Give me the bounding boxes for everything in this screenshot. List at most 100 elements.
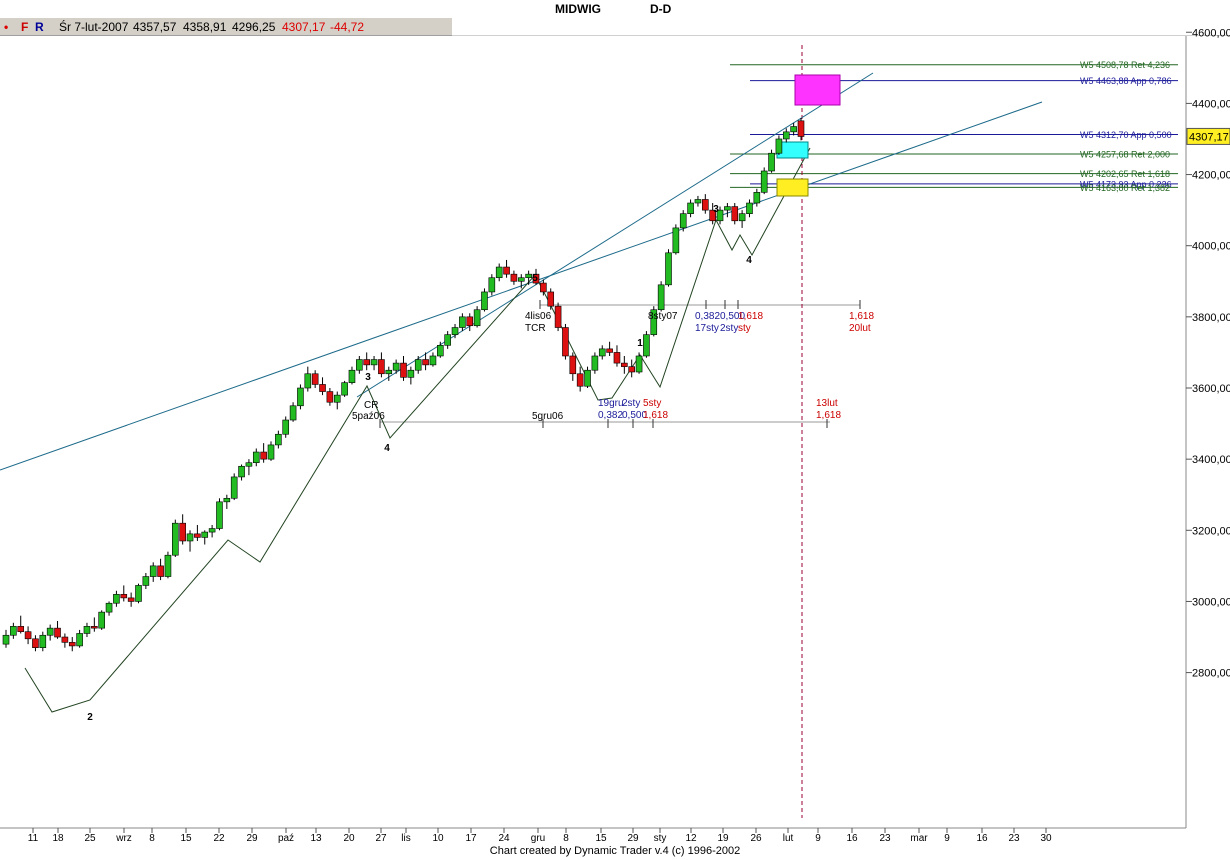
footer-credit: Chart created by Dynamic Trader v.4 (c) … [0, 845, 1230, 860]
x-tick-label: mar [910, 833, 928, 844]
candle-body [282, 419, 290, 435]
candle-body [598, 348, 606, 357]
candle-body [569, 355, 577, 375]
wave-zigzag [24, 147, 811, 713]
x-tick-label: 29 [246, 833, 258, 844]
wave-label: 1 [637, 338, 643, 349]
candle-body [385, 369, 393, 375]
quote-bar: • F R Śr 7-lut-2007 4357,57 4358,91 4296… [0, 18, 452, 36]
candle-body [562, 327, 569, 357]
x-tick-label: 23 [1008, 833, 1020, 844]
candle-body [260, 451, 267, 460]
wave-label: 2 [87, 712, 93, 723]
x-tick-label: lis [401, 833, 410, 844]
last-price-badge [1186, 127, 1230, 145]
candle-body [208, 528, 216, 533]
candle-body [613, 352, 621, 364]
candle-body [370, 359, 378, 366]
candle-body [775, 138, 783, 154]
candle-body [378, 359, 385, 375]
candle-body [525, 273, 532, 279]
x-tick-label: 8 [149, 833, 155, 844]
time-annotation-label: 2sty [622, 398, 640, 409]
candle-body [694, 199, 702, 204]
candle-body [24, 631, 32, 640]
x-tick-label: 19 [717, 833, 729, 844]
y-tick-label: 4000,00 [1192, 241, 1230, 253]
time-annotation-label: 0,382 [695, 311, 720, 322]
x-tick-label: 10 [432, 833, 444, 844]
time-annotation-label: TCR [525, 323, 546, 334]
candle-body [459, 316, 466, 328]
r-button[interactable]: R [35, 20, 44, 34]
quote-change: -44,72 [330, 20, 365, 34]
candle-body [142, 576, 150, 586]
candle-body [753, 192, 761, 204]
candle-body [238, 465, 245, 478]
candle-body [760, 170, 768, 193]
x-tick-label: 24 [498, 833, 510, 844]
candle-body [621, 362, 628, 367]
candle-body [414, 359, 422, 371]
record-dot-icon[interactable]: • [4, 20, 9, 34]
wave-label: 3 [713, 204, 719, 215]
time-annotation-label: 19gru [598, 398, 624, 409]
x-tick-label: gru [531, 833, 545, 844]
wave-label: 4 [384, 443, 390, 454]
candle-body [709, 209, 716, 222]
fib-level-label: W5 4508,78 Ret 4,236 [1080, 60, 1170, 70]
candle-body [576, 373, 584, 387]
y-tick-label: 3600,00 [1192, 383, 1230, 395]
candle-body [547, 291, 555, 307]
candle-body [437, 345, 444, 357]
x-tick-label: 15 [595, 833, 607, 844]
target-zone-yellow [776, 178, 809, 197]
time-annotation-label: 5gru06 [532, 411, 564, 422]
candle-body [135, 585, 142, 602]
candle-body [149, 565, 157, 577]
candle-body [230, 476, 238, 499]
candle-body [68, 642, 76, 647]
y-tick-label: 2800,00 [1192, 668, 1230, 680]
candle-body [201, 531, 209, 538]
candle-body [400, 362, 407, 378]
y-tick-label: 4200,00 [1192, 170, 1230, 182]
chart-symbol: MIDWIG [555, 2, 601, 16]
candle-body [105, 602, 113, 613]
candle-body [83, 626, 91, 634]
wave-label: 3 [365, 372, 371, 383]
candle-body [252, 451, 260, 464]
time-annotation-label: 1,618 [816, 410, 841, 421]
f-button[interactable]: F [21, 20, 29, 34]
x-tick-label: sty [654, 833, 667, 844]
plot-area [0, 36, 1186, 828]
title-bar: MIDWIG D-D [0, 0, 1230, 18]
wave-label: 4 [746, 255, 752, 266]
x-tick-label: 27 [375, 833, 387, 844]
candle-body [665, 252, 672, 286]
candle-body [503, 266, 510, 275]
x-tick-label: 13 [310, 833, 322, 844]
candle-body [2, 634, 10, 645]
time-annotation-label: CR [364, 400, 378, 411]
candle-body [687, 202, 694, 214]
quote-high: 4358,91 [183, 20, 227, 34]
x-tick-label: lut [783, 833, 794, 844]
candle-body [186, 533, 194, 542]
candle-body [311, 373, 319, 385]
quote-open: 4357,57 [133, 20, 177, 34]
time-annotation-label: 1,618 [849, 311, 874, 322]
candle-body [39, 634, 47, 648]
x-tick-label: 17 [465, 833, 477, 844]
x-tick-label: 12 [685, 833, 697, 844]
candle-body [46, 627, 54, 636]
x-tick-label: 18 [52, 833, 64, 844]
candle-body [172, 522, 179, 556]
x-tick-label: 26 [750, 833, 762, 844]
time-annotation-label: sty [738, 323, 751, 334]
candle-body [797, 120, 805, 137]
candle-body [451, 327, 459, 335]
candle-body [333, 394, 341, 403]
x-tick-label: 11 [28, 833, 39, 844]
